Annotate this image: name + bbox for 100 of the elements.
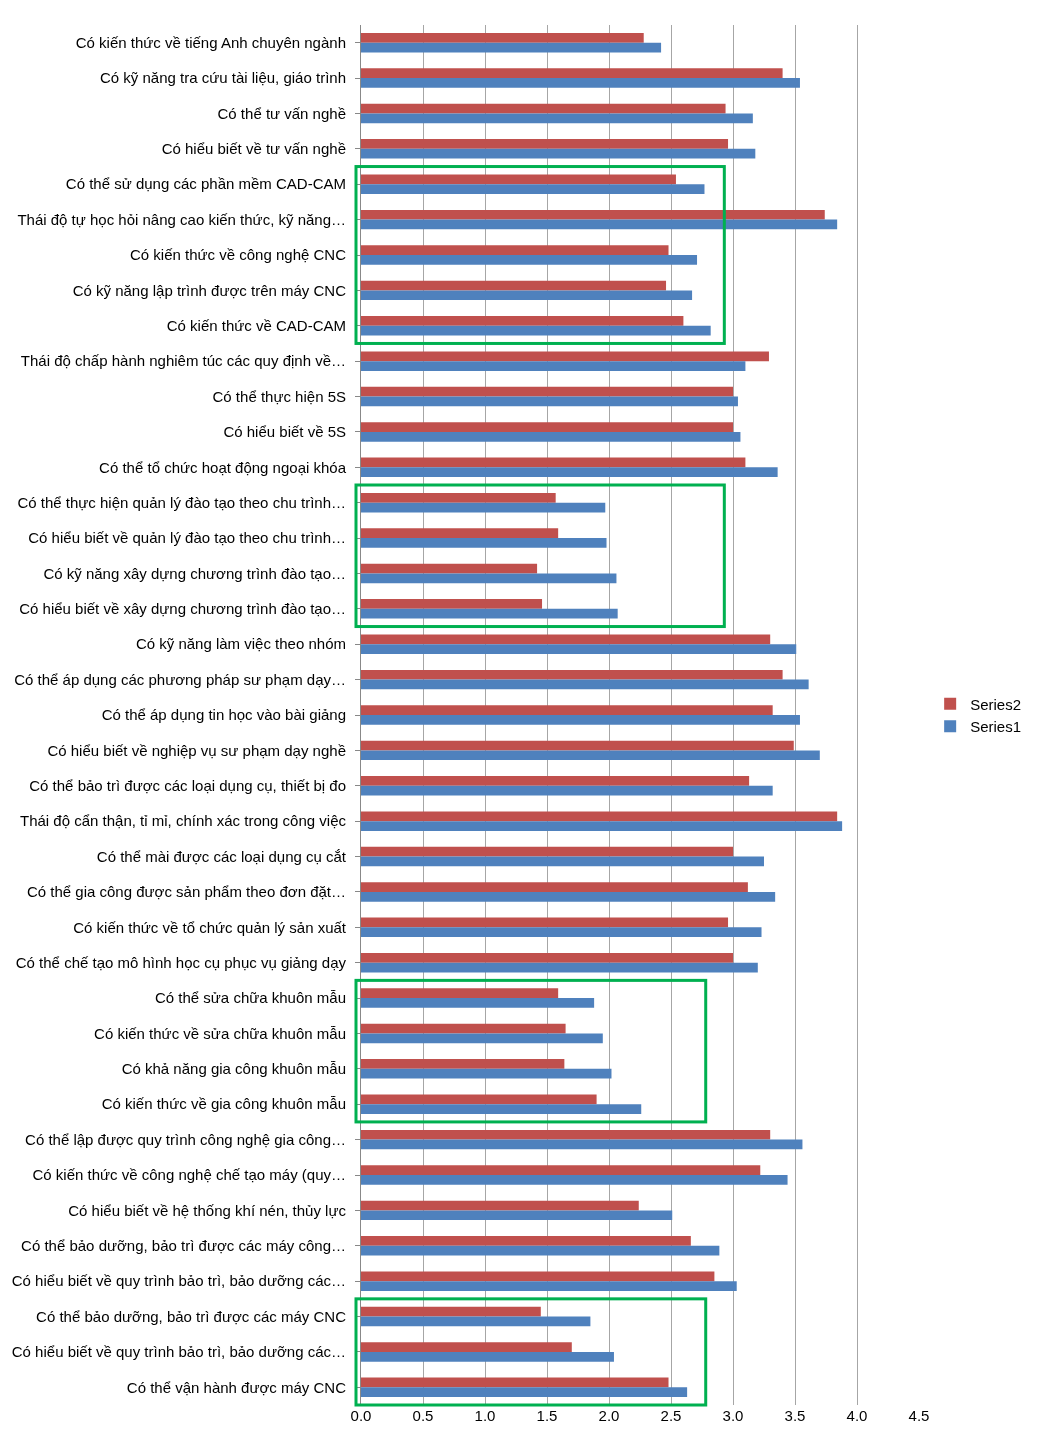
- bar: [361, 351, 769, 362]
- bar: [361, 846, 733, 857]
- bar: [361, 1271, 715, 1282]
- bar: [361, 952, 733, 963]
- bar: [361, 148, 756, 159]
- y-tick-label: Thái độ tự học hỏi nâng cao kiến thức, kỹ năng…: [17, 210, 346, 228]
- bar: [361, 856, 764, 867]
- x-tick-label: 2.5: [660, 1407, 682, 1424]
- bar: [361, 1094, 597, 1105]
- bar: [361, 32, 644, 43]
- bar: [361, 361, 746, 371]
- bar: [361, 431, 741, 442]
- bar: [361, 184, 705, 194]
- y-tick-label: Có kỹ năng xây dựng chương trình đào tạo…: [43, 564, 346, 582]
- x-tick-label: 0.5: [412, 1407, 434, 1424]
- bar: [361, 1129, 771, 1140]
- bar: [361, 573, 617, 584]
- y-tick-label: Có hiểu biết về quy trình bảo trì, bảo dưỡng các…: [11, 1343, 346, 1361]
- bar: [361, 1306, 541, 1317]
- y-tick-label: Có thể lập được quy trình công nghệ gia công…: [25, 1130, 346, 1148]
- y-tick-label: Có thể bảo dưỡng, bảo trì được các máy CNC: [36, 1307, 347, 1325]
- bar: [361, 1175, 788, 1185]
- bar: [361, 1139, 803, 1150]
- y-tick-label: Có thể thực hiện quản lý đào tạo theo chu trình…: [17, 493, 346, 511]
- bar: [361, 1236, 691, 1246]
- bar: [361, 1342, 572, 1352]
- y-tick-label: Có thể mài được các loại dụng cụ cắt: [96, 847, 347, 865]
- bar: [361, 396, 738, 407]
- y-tick-label: Có hiểu biết về quản lý đào tạo theo chu trình…: [28, 529, 346, 547]
- y-tick-label: Có kiến thức về sửa chữa khuôn mẫu: [94, 1024, 346, 1042]
- bar: [361, 174, 676, 185]
- bar: [361, 1200, 639, 1211]
- bar: [361, 1210, 673, 1221]
- bar: [361, 1281, 737, 1291]
- y-tick-label: Có thể áp dụng các phương pháp sư phạm dạy…: [14, 670, 346, 688]
- bar: [361, 113, 753, 124]
- x-tick-label: 4.5: [908, 1407, 930, 1424]
- y-tick-label: Thái độ chấp hành nghiêm túc các quy định về…: [20, 352, 346, 370]
- y-tick-label: Có kỹ năng lập trình được trên máy CNC: [72, 281, 347, 299]
- bar: [361, 917, 729, 928]
- y-tick-label: Có thể tư vấn nghề: [217, 104, 346, 122]
- y-tick-label: Có thể tổ chức hoạt động ngoại khóa: [99, 458, 347, 476]
- y-tick-label: Có hiểu biết về hệ thống khí nén, thủy lực: [68, 1201, 347, 1219]
- legend-label: Series1: [970, 718, 1022, 736]
- bar: [361, 467, 778, 478]
- y-tick-label: Có thể sử dụng các phần mềm CAD-CAM: [65, 175, 346, 193]
- bar: [361, 103, 726, 114]
- y-tick-label: Có kiến thức về CAD-CAM: [166, 317, 346, 335]
- bar: [361, 1104, 642, 1114]
- bar: [361, 68, 783, 79]
- x-tick-label: 3.5: [784, 1407, 806, 1424]
- bar: [361, 290, 693, 301]
- bar: [361, 1245, 720, 1256]
- bar: [361, 316, 684, 326]
- y-tick-label: Có kiến thức về tổ chức quản lý sản xuất: [73, 918, 347, 936]
- x-tick-label: 4.0: [846, 1407, 868, 1424]
- y-tick-label: Có hiểu biết về tư vấn nghề: [161, 140, 346, 158]
- bar: [361, 386, 733, 397]
- bar: [361, 139, 729, 149]
- bar: [361, 42, 662, 53]
- bar: [361, 502, 606, 513]
- bar: [361, 538, 607, 548]
- bar: [361, 528, 559, 539]
- y-tick-label: Có thể bảo dưỡng, bảo trì được các máy công…: [21, 1237, 346, 1255]
- y-tick-label: Có kiến thức về gia công khuôn mẫu: [101, 1095, 346, 1113]
- bar: [361, 705, 773, 715]
- bar: [361, 1023, 566, 1034]
- bar: [361, 882, 748, 892]
- y-tick-label: Có hiểu biết về 5S: [223, 423, 346, 441]
- y-tick-label: Có kiến thức về công nghệ CNC: [130, 246, 347, 264]
- y-tick-label: Có hiểu biết về nghiệp vụ sư phạm dạy nghề: [47, 741, 346, 759]
- bar: [361, 1033, 603, 1044]
- bar: [361, 219, 838, 230]
- bar: [361, 740, 794, 751]
- bar: [361, 1377, 669, 1388]
- y-tick-label: Có thể thực hiện 5S: [212, 387, 346, 405]
- y-tick-label: Có kỹ năng tra cứu tài liệu, giáo trình: [99, 69, 346, 87]
- bar: [361, 245, 669, 255]
- y-tick-label: Thái độ cẩn thận, tỉ mỉ, chính xác trong công việc: [19, 812, 347, 830]
- bar: [361, 811, 838, 822]
- y-tick-label: Có hiểu biết về xây dựng chương trình đào tạo…: [19, 600, 346, 618]
- bar: [361, 644, 797, 654]
- x-tick-label: 0.0: [350, 1407, 372, 1424]
- bar: [361, 785, 773, 796]
- bar: [361, 457, 746, 468]
- bar: [361, 998, 595, 1008]
- bar: [361, 1316, 591, 1327]
- bar: [361, 563, 538, 574]
- bar: [361, 679, 809, 690]
- bar: [361, 422, 733, 432]
- bar: [361, 325, 711, 336]
- y-tick-label: Có kỹ năng làm việc theo nhóm: [135, 635, 346, 653]
- y-tick-label: Có thể áp dụng tin học vào bài giảng: [101, 706, 346, 724]
- bar: [361, 962, 758, 973]
- bar: [361, 492, 556, 503]
- bar: [361, 255, 698, 265]
- x-tick-label: 1.0: [474, 1407, 496, 1424]
- y-tick-label: Có hiểu biết về quy trình bảo trì, bảo dưỡng các…: [11, 1272, 346, 1290]
- bar: [361, 1165, 761, 1175]
- bar: [361, 1387, 688, 1398]
